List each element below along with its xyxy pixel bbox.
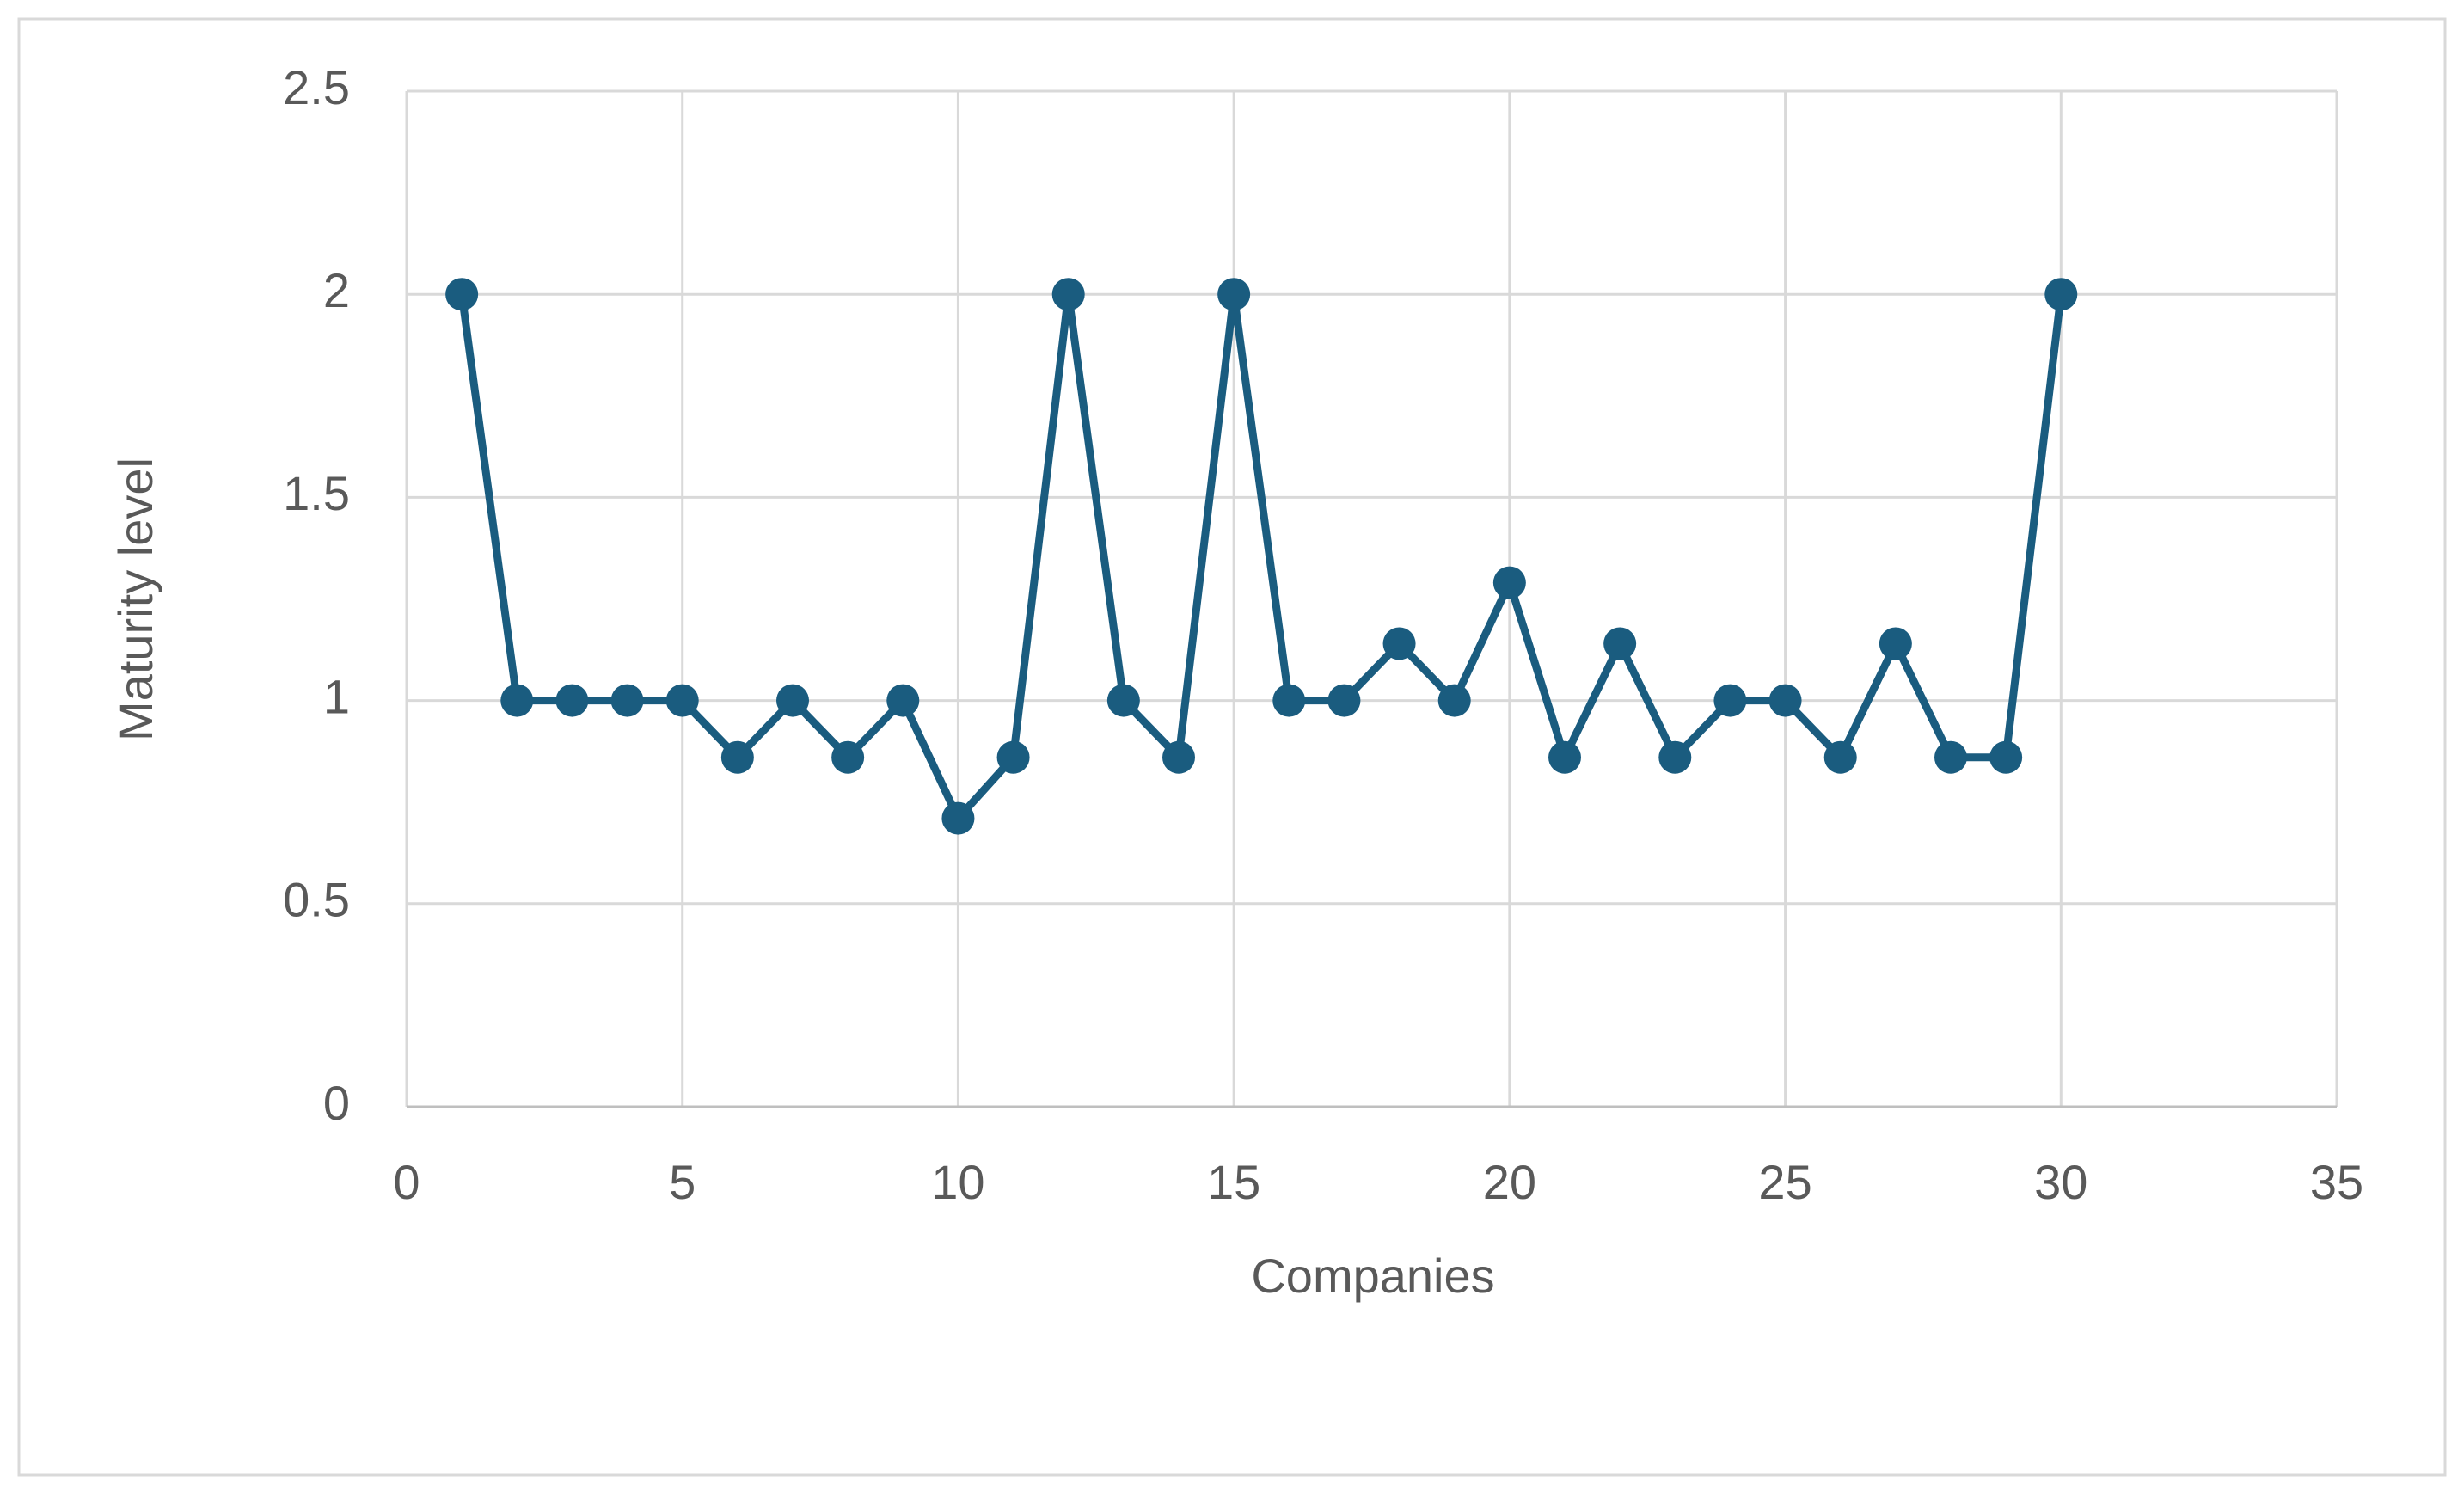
point [1437, 684, 1471, 717]
y-axis-title: Maturity level [108, 457, 162, 741]
point [1327, 684, 1361, 717]
point [720, 740, 754, 774]
x-tick-label: 25 [1758, 1155, 1811, 1209]
x-tick-label: 5 [669, 1155, 696, 1209]
y-tick-label: 2 [323, 263, 350, 317]
y-tick-label: 0 [323, 1076, 350, 1130]
point [1272, 684, 1306, 717]
point [1217, 278, 1251, 311]
point [1162, 740, 1195, 774]
y-tick-label: 2.5 [283, 60, 350, 114]
x-tick-label: 35 [2310, 1155, 2363, 1209]
chart-border [17, 17, 2447, 1477]
x-tick-label: 0 [393, 1155, 420, 1209]
point [445, 278, 479, 311]
x-tick-label: 20 [1483, 1155, 1536, 1209]
point [555, 684, 589, 717]
y-tick-label: 1 [323, 669, 350, 723]
x-tick-label: 15 [1207, 1155, 1260, 1209]
point [996, 740, 1030, 774]
x-tick-label: 10 [931, 1155, 984, 1209]
point [1768, 684, 1802, 717]
point [941, 801, 975, 835]
point [1934, 740, 1967, 774]
y-tick-label: 1.5 [283, 466, 350, 520]
point [1548, 740, 1581, 774]
point [1051, 278, 1085, 311]
point [1823, 740, 1857, 774]
point [2044, 278, 2078, 311]
point [1879, 627, 1912, 660]
point [886, 684, 920, 717]
point [1382, 627, 1416, 660]
y-tick-label: 0.5 [283, 873, 350, 927]
point [776, 684, 809, 717]
point [1989, 740, 2023, 774]
point [1603, 627, 1637, 660]
point [1106, 684, 1140, 717]
point [1492, 566, 1526, 599]
point [1713, 684, 1747, 717]
point [1658, 740, 1692, 774]
point [500, 684, 534, 717]
x-tick-label: 30 [2034, 1155, 2087, 1209]
point [831, 740, 865, 774]
x-axis-title: Companies [1251, 1249, 1494, 1303]
point [610, 684, 644, 717]
point [665, 684, 699, 717]
